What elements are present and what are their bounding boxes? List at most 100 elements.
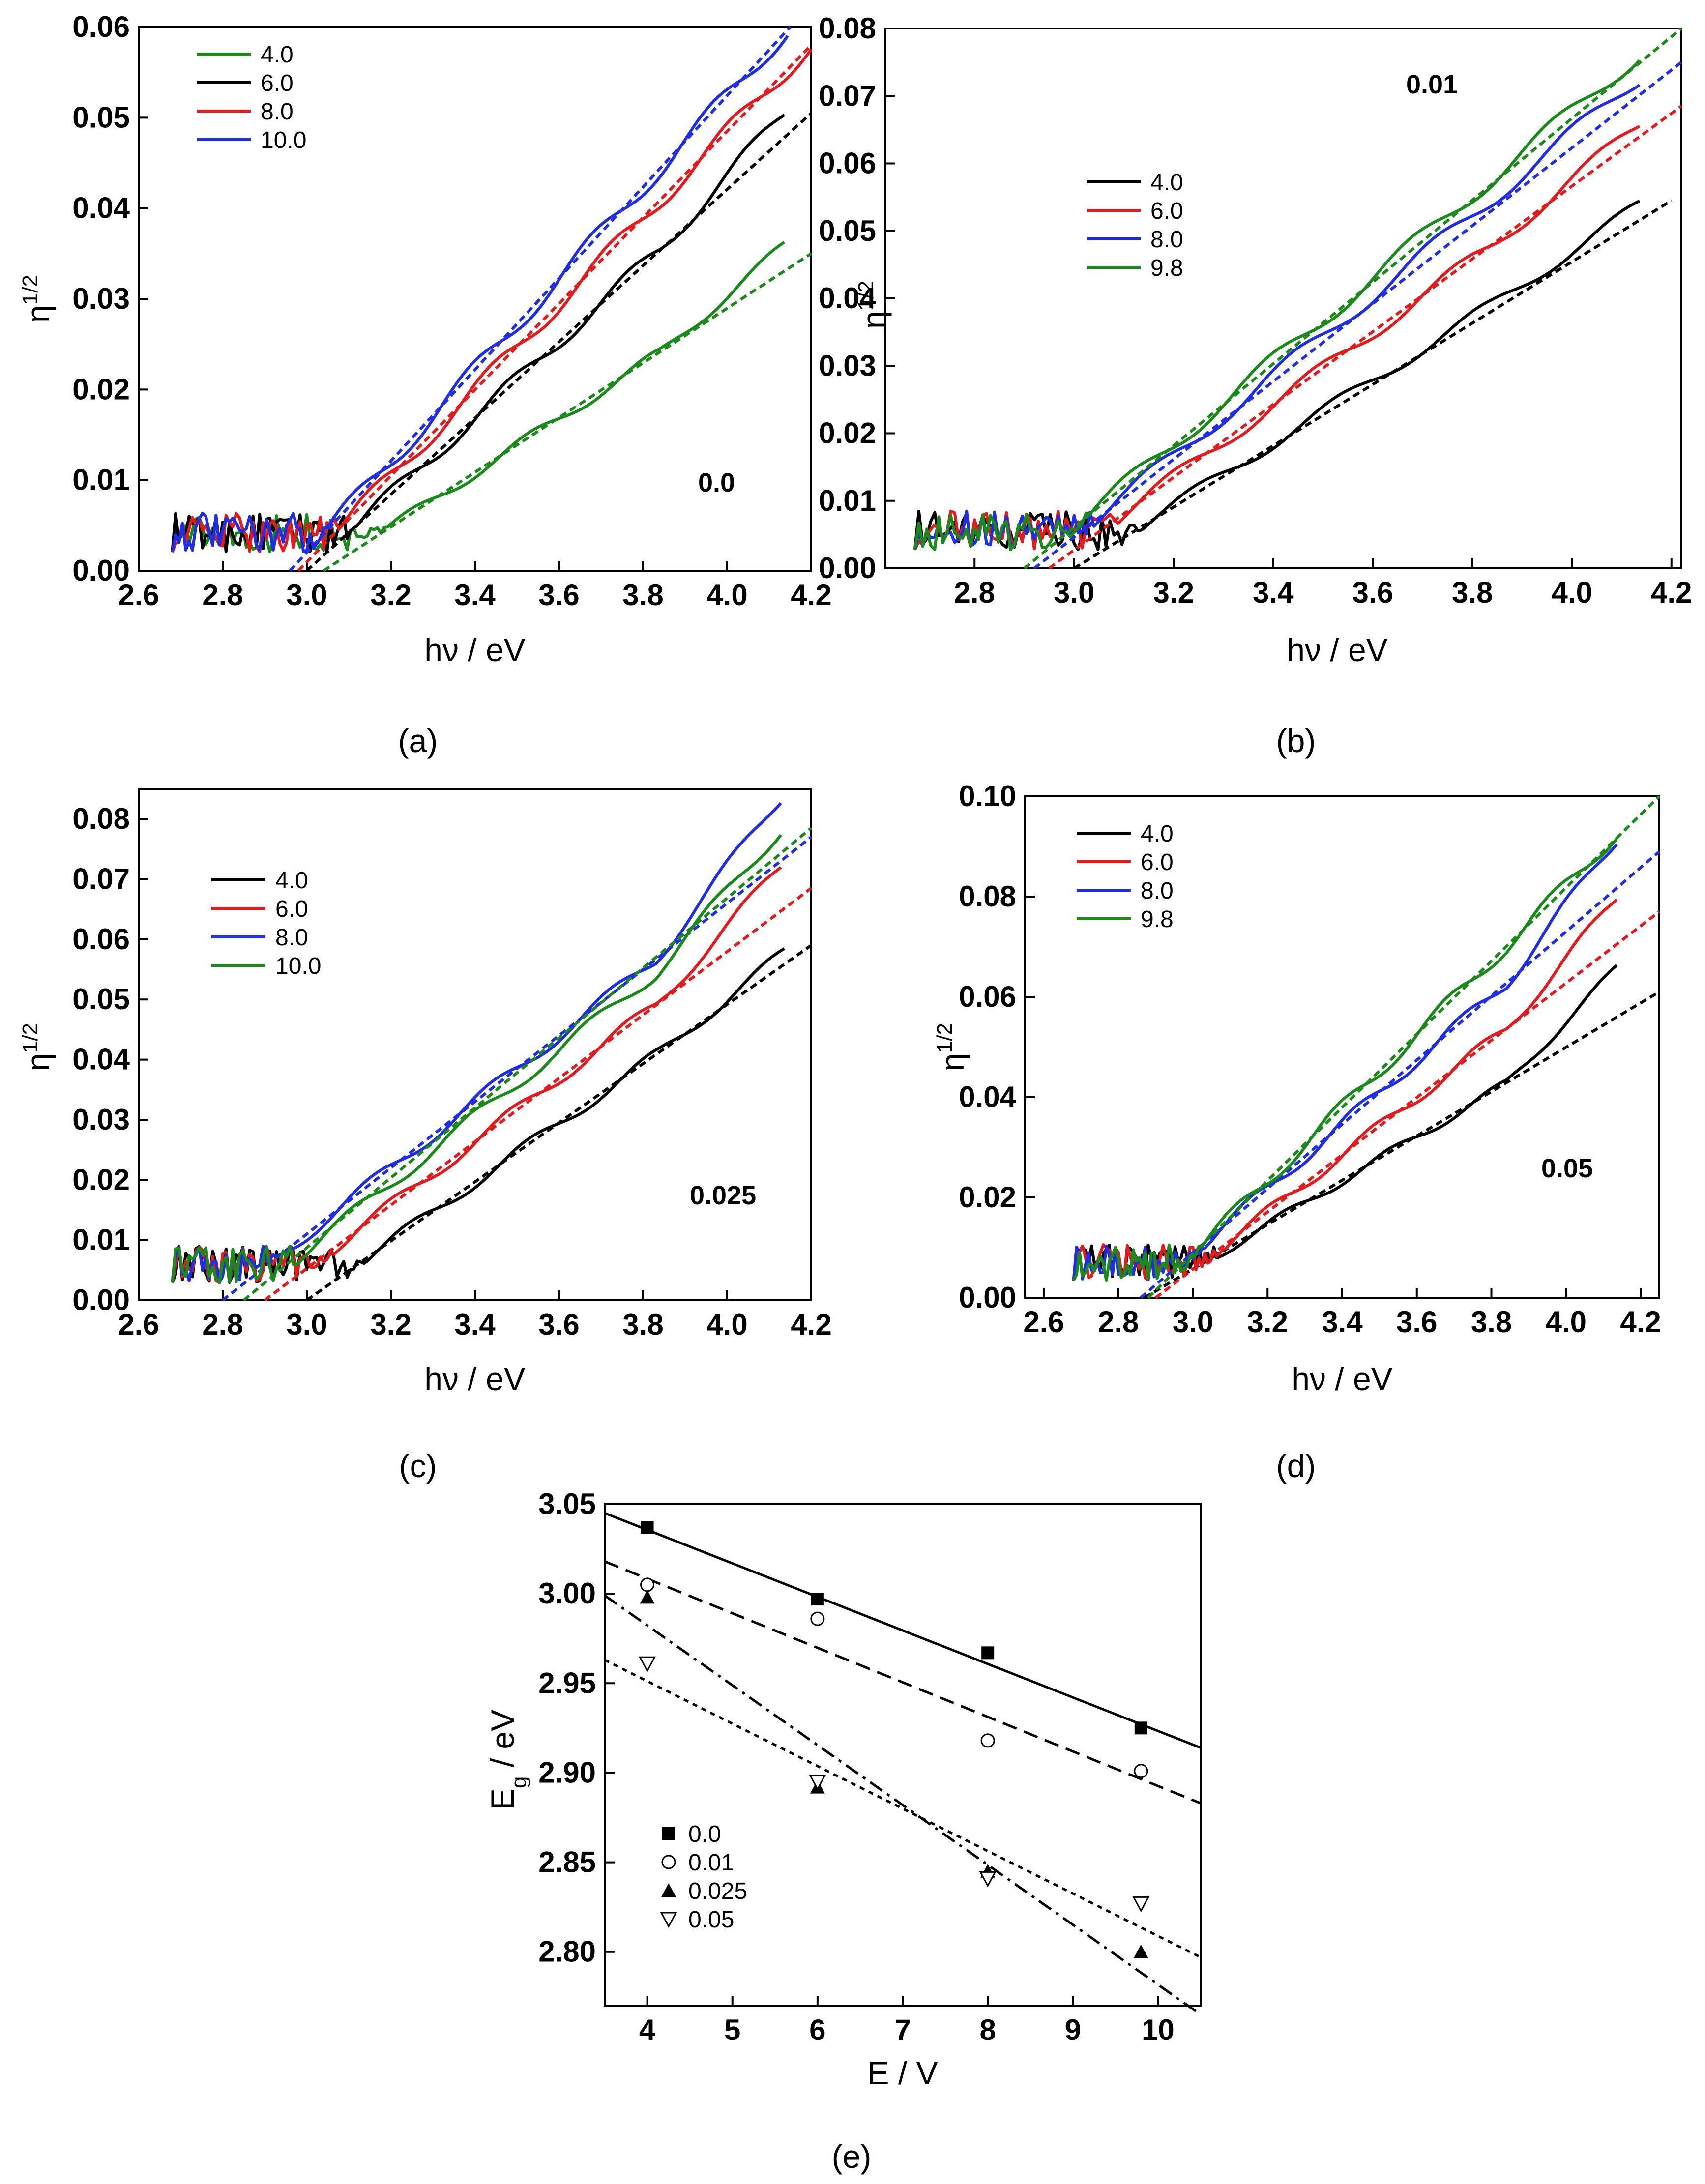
fit-line-4.0 bbox=[323, 252, 812, 572]
fit-line-10.0 bbox=[242, 827, 812, 1302]
y-tick-label: 0.05 bbox=[72, 101, 130, 134]
fit-line-9.8 bbox=[1147, 795, 1661, 1299]
y-tick-label: 0.06 bbox=[819, 147, 876, 180]
data-point-0.01 bbox=[810, 1611, 825, 1626]
fit-line-4.0 bbox=[306, 944, 812, 1302]
x-tick-label: 3.8 bbox=[1471, 1306, 1512, 1339]
y-tick-label: 0.01 bbox=[72, 1223, 130, 1256]
legend-marker-0.025 bbox=[661, 1883, 676, 1897]
fit-line-8.0 bbox=[297, 44, 813, 572]
panel-d: 2.6 2.8 3.0 3.2 3.4 3.6 3.8 4.0 4.2 0.00 0.02 0.04 0… bbox=[933, 780, 1661, 1484]
panel-c-ylabel: η1/2 bbox=[18, 1023, 57, 1071]
x-tick-label: 3.8 bbox=[622, 1308, 663, 1341]
panel-c-series: 2.6 2.8 3.0 3.2 3.4 3.6 3.8 4.0 4.2 0.00 0.01 0.02 0… bbox=[72, 802, 832, 1341]
panel-e-ylabel: Eg / eV bbox=[484, 1710, 531, 1810]
legend-label-0.0: 0.0 bbox=[688, 1821, 721, 1847]
x-tick-label: 7 bbox=[894, 2013, 911, 2046]
y-tick-label: 2.85 bbox=[538, 1846, 596, 1879]
y-tick-label: 0.00 bbox=[819, 552, 876, 584]
x-tick-label: 3.6 bbox=[1396, 1306, 1437, 1339]
legend-label-0.01: 0.01 bbox=[688, 1850, 734, 1876]
y-tick-label: 0.04 bbox=[959, 1080, 1016, 1113]
y-tick-label: 2.95 bbox=[538, 1666, 596, 1699]
y-tick-label: 0.04 bbox=[72, 1043, 130, 1076]
legend-label-4.0: 4.0 bbox=[1150, 170, 1183, 196]
legend-marker-0.01 bbox=[661, 1855, 676, 1869]
y-tick-label: 2.90 bbox=[538, 1756, 596, 1789]
x-tick-label: 3.0 bbox=[286, 1308, 327, 1341]
panel-d-legend: 4.06.0 8.09.8 bbox=[1077, 821, 1174, 932]
x-tick-label: 10 bbox=[1142, 2013, 1175, 2046]
x-tick-label: 4 bbox=[639, 2013, 656, 2046]
x-tick-label: 4.0 bbox=[1546, 1306, 1587, 1339]
legend-label-4.0: 4.0 bbox=[1141, 821, 1174, 847]
panel-e-xlabel: E / V bbox=[867, 2055, 938, 2091]
y-tick-label: 0.06 bbox=[72, 923, 130, 956]
legend-marker-0.0 bbox=[662, 1827, 675, 1840]
data-point-0.05 bbox=[1132, 1896, 1150, 1913]
x-tick-label: 2.6 bbox=[118, 1308, 159, 1341]
fit-line-8.0 bbox=[1140, 850, 1660, 1299]
x-tick-label: 2.8 bbox=[202, 579, 243, 612]
y-tick-label: 0.00 bbox=[959, 1281, 1016, 1314]
x-tick-label: 4.0 bbox=[1552, 576, 1592, 609]
fit-line-6.0 bbox=[1048, 105, 1682, 570]
y-tick-label: 0.06 bbox=[72, 10, 130, 43]
panel-e-legend: 0.0 0.010.025 0.05 bbox=[660, 1821, 747, 1933]
x-tick-label: 3.0 bbox=[1054, 576, 1094, 609]
x-tick-label: 4.0 bbox=[706, 1308, 747, 1341]
x-tick-label: 2.6 bbox=[118, 579, 159, 612]
y-tick-label: 0.02 bbox=[72, 1163, 130, 1196]
fit-line-0.01 bbox=[604, 1560, 1201, 1805]
x-tick-label: 4.2 bbox=[791, 579, 831, 612]
y-tick-label: 3.05 bbox=[538, 1487, 596, 1520]
legend-label-6.0: 6.0 bbox=[261, 70, 294, 96]
x-tick-label: 4.2 bbox=[1651, 576, 1692, 609]
panel-b-caption: (b) bbox=[1276, 723, 1316, 759]
y-tick-label: 0.07 bbox=[819, 79, 876, 112]
y-tick-label: 0.02 bbox=[959, 1181, 1016, 1214]
panel-a-series: 2.6 2.8 3.0 3.2 3.4 3.6 3.8 4.0 4.2 0.00 0.01 0.02 0… bbox=[72, 10, 831, 612]
y-tick-label: 0.00 bbox=[72, 1283, 130, 1316]
panel-a-caption: (a) bbox=[398, 723, 438, 759]
data-point-0.0 bbox=[1134, 1721, 1147, 1735]
legend-label-4.0: 4.0 bbox=[261, 42, 294, 68]
data-point-0.0 bbox=[641, 1521, 654, 1534]
series-line-8.0 bbox=[913, 84, 1641, 551]
fit-line-6.0 bbox=[305, 112, 813, 572]
y-tick-label: 0.03 bbox=[819, 349, 876, 382]
x-tick-label: 3.6 bbox=[538, 1308, 579, 1341]
panel-b-annotation: 0.01 bbox=[1406, 70, 1458, 99]
x-tick-label: 9 bbox=[1065, 2013, 1081, 2046]
fit-line-9.8 bbox=[1023, 27, 1682, 570]
panel-c-caption: (c) bbox=[399, 1448, 437, 1484]
x-tick-label: 3.4 bbox=[454, 579, 496, 612]
panel-a: 2.6 2.8 3.0 3.2 3.4 3.6 3.8 4.0 4.2 0.00 0.01 0.02 0… bbox=[18, 10, 832, 759]
legend-label-4.0: 4.0 bbox=[275, 868, 308, 894]
fit-line-6.0 bbox=[1154, 910, 1660, 1299]
panel-b-ylabel: η1/2 bbox=[854, 281, 892, 329]
legend-label-0.05: 0.05 bbox=[688, 1907, 734, 1933]
fit-line-0.05 bbox=[604, 1659, 1202, 1958]
data-point-0.01 bbox=[640, 1577, 655, 1592]
x-tick-label: 3.2 bbox=[370, 579, 411, 612]
panel-d-ylabel: η1/2 bbox=[933, 1023, 971, 1071]
panel-b-xlabel: hν / eV bbox=[1287, 632, 1387, 668]
legend-label-10.0: 10.0 bbox=[261, 127, 306, 153]
x-tick-label: 3.4 bbox=[454, 1308, 496, 1341]
panel-d-xlabel: hν / eV bbox=[1292, 1361, 1392, 1397]
y-tick-label: 3.00 bbox=[538, 1577, 596, 1610]
y-tick-label: 0.03 bbox=[72, 282, 130, 315]
x-tick-label: 4.2 bbox=[1620, 1306, 1661, 1339]
x-tick-label: 3.2 bbox=[370, 1308, 411, 1341]
series-line-4.0 bbox=[171, 241, 785, 553]
fit-line-8.0 bbox=[222, 836, 812, 1302]
data-point-0.01 bbox=[980, 1733, 995, 1748]
series-line-9.8 bbox=[913, 59, 1641, 552]
legend-label-6.0: 6.0 bbox=[1141, 849, 1174, 875]
y-tick-label: 0.10 bbox=[959, 780, 1016, 813]
x-tick-label: 4.2 bbox=[791, 1308, 831, 1341]
panel-d-annotation: 0.05 bbox=[1541, 1154, 1593, 1183]
panel-c-xlabel: hν / eV bbox=[424, 1361, 525, 1397]
fit-line-10.0 bbox=[289, 26, 792, 572]
